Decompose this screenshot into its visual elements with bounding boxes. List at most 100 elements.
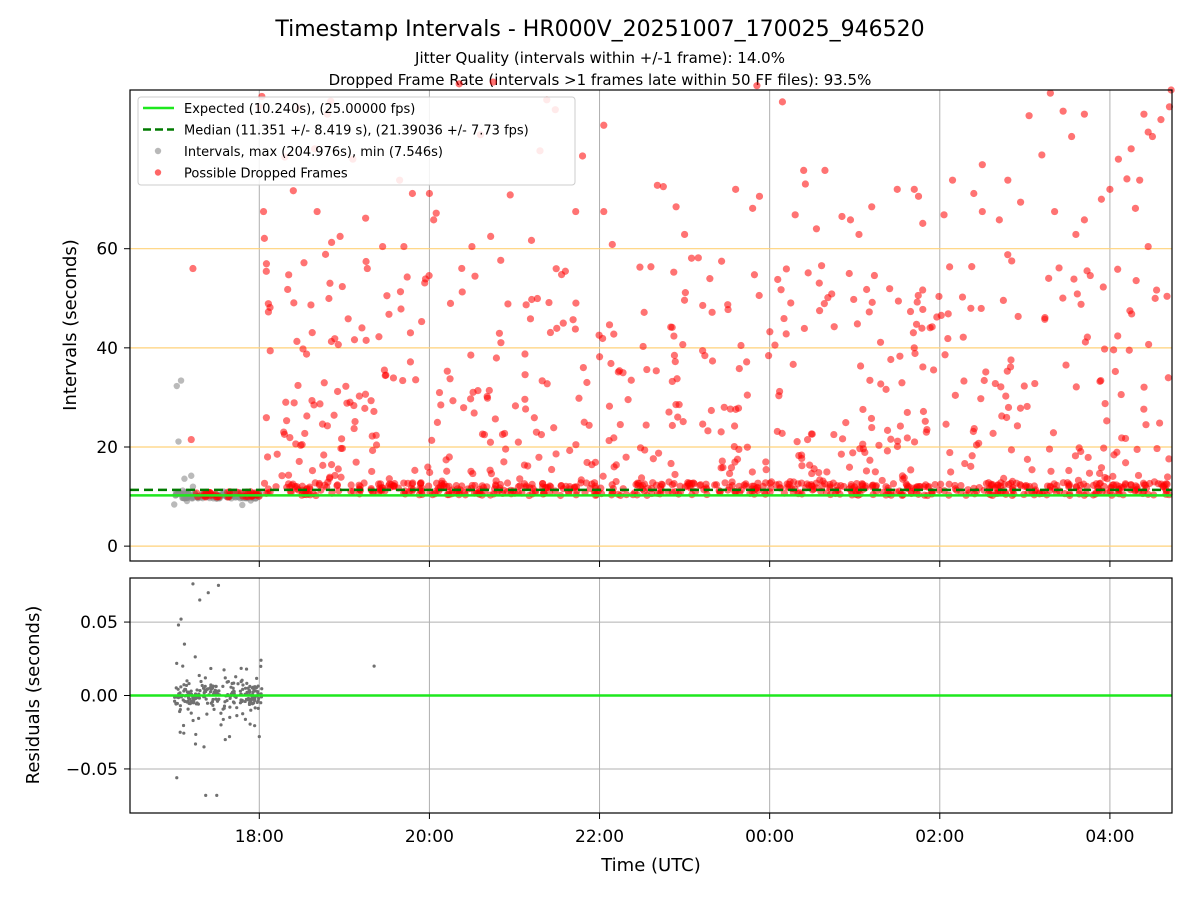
- dropped-frame-point: [614, 368, 622, 376]
- dropped-frame-point: [699, 301, 707, 310]
- dropped-frame-point: [1008, 257, 1016, 265]
- dropped-frame-point: [421, 279, 429, 287]
- residual-point: [198, 598, 202, 602]
- residual-point: [182, 731, 186, 735]
- legend-swatch-intervals: [154, 147, 162, 155]
- dropped-frame-point: [1144, 128, 1152, 136]
- dropped-frame-point: [774, 275, 782, 284]
- dropped-frame-point: [1013, 422, 1022, 430]
- residual-point: [228, 705, 232, 709]
- dropped-frame-point: [862, 467, 871, 475]
- dropped-frame-point: [273, 450, 281, 458]
- dropped-frame-point: [665, 408, 673, 416]
- dropped-frame-point: [674, 413, 682, 421]
- top-y-tick-label: 20: [96, 438, 118, 458]
- dropped-frame-point: [1140, 383, 1148, 391]
- dropped-frame-point: [1077, 300, 1085, 308]
- residual-point: [197, 696, 202, 700]
- dropped-frame-point: [1028, 466, 1036, 474]
- dropped-frame-point: [1150, 478, 1159, 486]
- dropped-frame-point: [803, 436, 812, 444]
- dropped-frame-point: [855, 230, 863, 239]
- dropped-frame-point: [361, 390, 370, 398]
- dropped-frame-point: [687, 254, 696, 262]
- dropped-frame-point: [673, 375, 681, 383]
- dropped-frame-point: [980, 376, 988, 385]
- dropped-frame-point: [389, 374, 398, 382]
- dropped-frame-point: [284, 471, 293, 479]
- residual-point: [215, 793, 219, 797]
- residual-point: [243, 686, 248, 690]
- interval-point: [177, 377, 185, 384]
- dropped-frame-point: [815, 279, 823, 287]
- dropped-frame-point: [898, 379, 906, 387]
- dropped-frame-point: [989, 429, 997, 437]
- dropped-frame-point: [1075, 444, 1083, 452]
- residual-point: [216, 583, 221, 587]
- residual-point: [189, 689, 193, 693]
- dropped-frame-point: [260, 234, 268, 242]
- interval-point: [239, 501, 246, 509]
- dropped-frame-point: [375, 333, 383, 341]
- dropped-frame-point: [342, 382, 350, 390]
- dropped-frame-point: [679, 418, 687, 426]
- dropped-frame-point: [327, 238, 336, 247]
- dropped-frame-point: [622, 453, 630, 461]
- dropped-frame-point: [833, 482, 841, 490]
- dropped-frame-point: [850, 295, 858, 304]
- dropped-frame-point: [1140, 481, 1148, 489]
- dropped-frame-point: [521, 350, 529, 358]
- dropped-frame-point: [487, 232, 495, 240]
- dropped-frame-point: [1049, 429, 1058, 437]
- dropped-frame-point: [914, 192, 923, 200]
- residual-point: [199, 679, 203, 684]
- residual-point: [250, 686, 254, 690]
- dropped-frame-point: [1022, 481, 1030, 490]
- dropped-frame-point: [616, 420, 624, 429]
- residual-point: [214, 697, 218, 701]
- dropped-frame-point: [1127, 145, 1135, 153]
- dropped-frame-point: [743, 443, 751, 451]
- dropped-frame-point: [969, 427, 977, 436]
- dropped-frame-point: [668, 323, 676, 331]
- dropped-frame-point: [280, 430, 289, 438]
- dropped-frame-point: [363, 264, 371, 273]
- dropped-frame-point: [931, 480, 939, 489]
- residual-point: [241, 683, 245, 687]
- dropped-frame-point: [960, 377, 968, 385]
- dropped-frame-point: [707, 406, 715, 415]
- dropped-frame-point: [331, 471, 339, 480]
- residual-point: [239, 666, 243, 670]
- dropped-frame-point: [344, 315, 352, 323]
- dropped-frame-point: [894, 297, 902, 305]
- dropped-frame-point: [412, 376, 420, 384]
- dropped-frame-point: [605, 321, 614, 329]
- dropped-frame-point: [446, 375, 454, 383]
- dropped-frame-point: [460, 404, 468, 412]
- residual-point: [243, 717, 248, 721]
- residual-point: [195, 688, 199, 692]
- residual-point: [204, 697, 208, 701]
- dropped-frame-point: [951, 391, 959, 399]
- dropped-frame-point: [762, 458, 770, 466]
- residual-point: [187, 696, 191, 700]
- dropped-frame-point: [740, 481, 748, 489]
- dropped-frame-point: [336, 232, 344, 240]
- dropped-frame-point: [730, 442, 738, 451]
- dropped-frame-point: [428, 436, 436, 444]
- dropped-frame-point: [755, 192, 764, 200]
- dropped-frame-point: [816, 476, 824, 484]
- dropped-frame-point: [298, 441, 306, 449]
- dropped-frame-point: [503, 479, 512, 487]
- dropped-frame-point: [189, 264, 197, 273]
- legend-box: [137, 96, 576, 186]
- dropped-frame-point: [889, 480, 898, 488]
- dropped-frame-point: [765, 352, 773, 360]
- dropped-frame-point: [970, 189, 978, 198]
- residual-point: [209, 685, 213, 690]
- dropped-frame-point: [260, 479, 269, 487]
- dropped-frame-point: [1165, 103, 1174, 111]
- residual-point: [212, 707, 216, 711]
- residual-point: [194, 732, 198, 737]
- dropped-frame-point: [406, 329, 415, 337]
